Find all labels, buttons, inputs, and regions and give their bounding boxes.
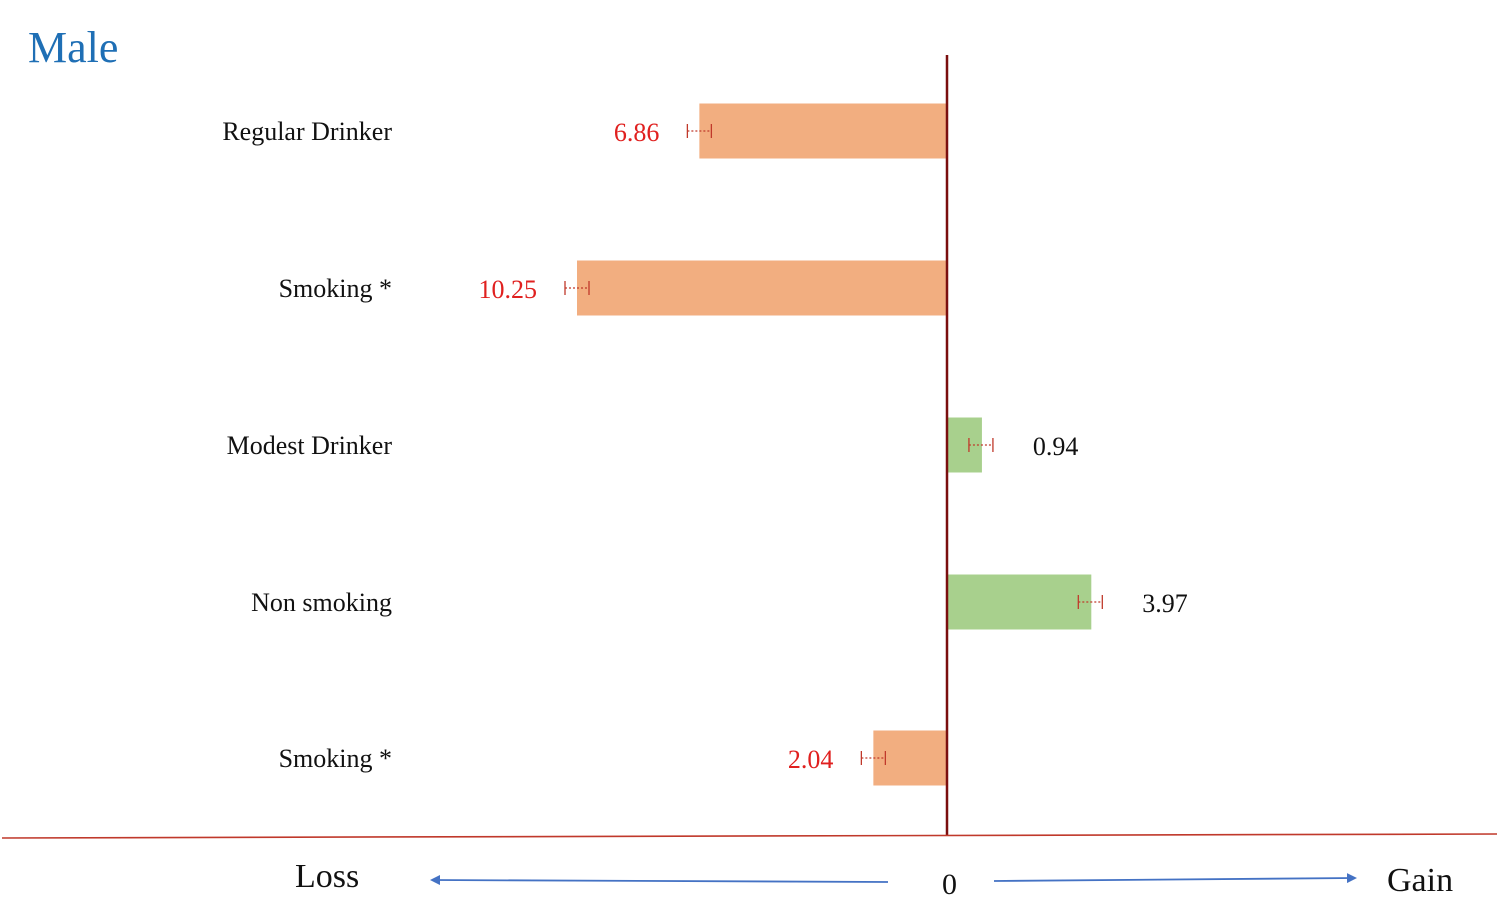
value-label: 10.25 [479, 275, 538, 304]
category-label: Regular Drinker [222, 117, 392, 146]
value-label: 3.97 [1142, 589, 1188, 618]
error-bar [860, 751, 887, 765]
bar [873, 730, 947, 786]
gain-label: Gain [1387, 862, 1453, 899]
loss-arrow [430, 875, 889, 886]
value-labels: 6.86 10.25 0.94 3.97 2.04 [479, 118, 1188, 774]
gain-arrow [993, 873, 1357, 884]
category-label: Smoking * [279, 744, 392, 773]
value-label: 0.94 [1033, 432, 1079, 461]
baseline [1, 833, 1498, 839]
value-label: 6.86 [614, 118, 660, 147]
bar [948, 417, 982, 473]
category-label: Non smoking [251, 588, 392, 617]
zero-label: 0 [942, 868, 957, 901]
error-bar [1077, 595, 1103, 609]
error-bars [564, 124, 1103, 765]
chart-title: Male [28, 23, 118, 72]
loss-label: Loss [295, 858, 359, 895]
value-label: 2.04 [788, 745, 834, 774]
error-bar [564, 281, 590, 295]
bars [577, 103, 1092, 786]
error-bar [686, 124, 713, 138]
bar [948, 574, 1092, 630]
category-label: Modest Drinker [227, 431, 393, 460]
bar [699, 103, 947, 159]
category-label: Smoking * [279, 274, 392, 303]
error-bar [968, 438, 994, 452]
bar [577, 260, 947, 316]
category-labels: Regular Drinker Smoking * Modest Drinker No… [222, 117, 392, 773]
